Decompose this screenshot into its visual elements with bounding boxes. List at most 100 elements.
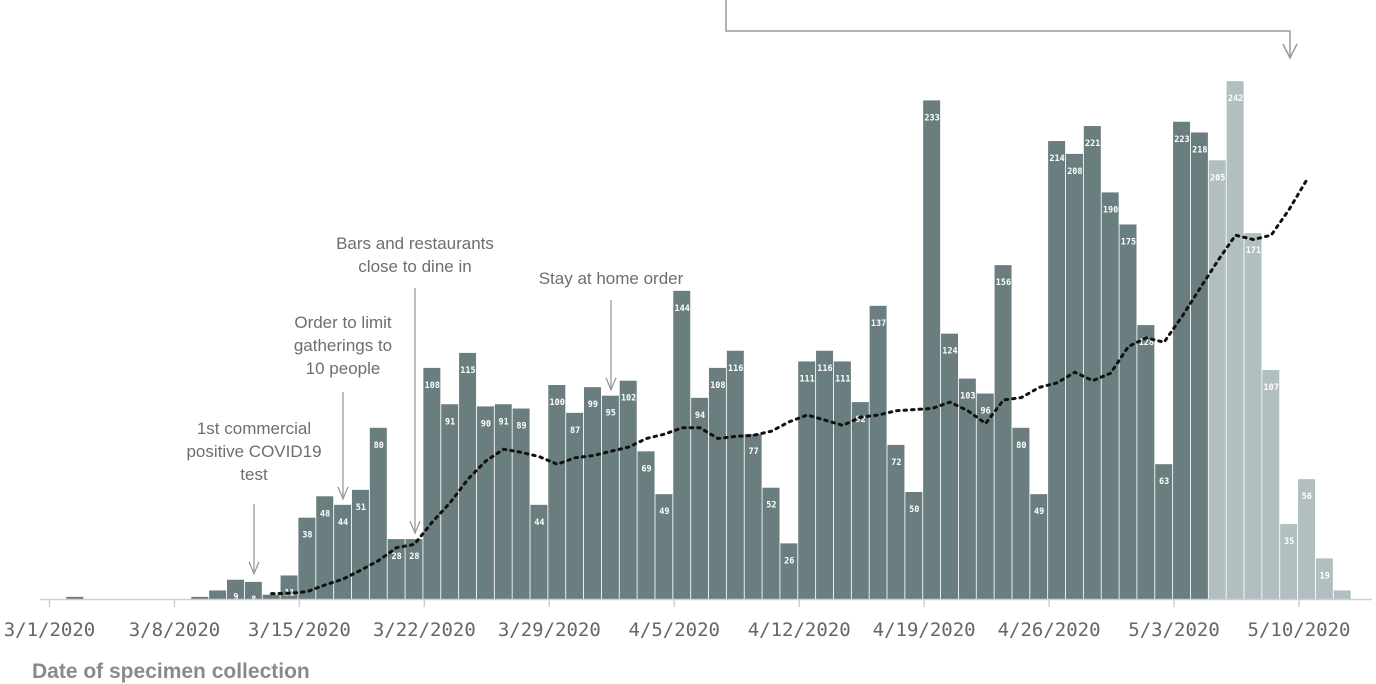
bar-label-36: 94 (695, 411, 705, 421)
bar-label-49: 233 (924, 113, 939, 123)
bar-16 (334, 504, 352, 599)
bar-31 (601, 395, 619, 599)
bar-label-16: 44 (338, 518, 348, 528)
x-tick-label-5: 4/5/2020 (628, 619, 720, 641)
annotation-1-line-0: Order to limit (294, 313, 392, 332)
bar-39 (744, 434, 762, 599)
bar-32 (619, 380, 637, 599)
bar-label-32: 102 (621, 394, 636, 404)
bar-47 (887, 444, 905, 599)
bar-72 (1333, 590, 1351, 599)
annotation-3-arrow-head (605, 377, 617, 392)
bar-label-64: 218 (1192, 145, 1207, 155)
bar-43 (816, 350, 834, 599)
bar-label-52: 96 (981, 407, 991, 417)
annotation-1-arrow-head (337, 486, 349, 501)
bar-label-24: 90 (481, 419, 491, 429)
bar-41 (780, 543, 798, 599)
bar-label-65: 205 (1210, 173, 1225, 183)
bar-28 (548, 385, 566, 599)
x-tick-label-3: 3/22/2020 (373, 619, 476, 641)
bar-30 (584, 387, 601, 599)
bar-21 (423, 367, 441, 599)
annotation-0-line-2: test (240, 465, 268, 484)
annotation-2-line-0: Bars and restaurants (336, 234, 494, 253)
bar-66 (1226, 81, 1244, 600)
bar-62 (1155, 464, 1173, 599)
annotation-3-line-0: Stay at home order (539, 269, 684, 288)
bar-label-26: 89 (516, 422, 526, 432)
bar-63 (1173, 121, 1191, 599)
bar-27 (530, 504, 548, 599)
bar-label-38: 116 (728, 364, 743, 374)
bar-59 (1101, 192, 1119, 599)
bar-15 (316, 496, 334, 599)
bar-68 (1262, 370, 1280, 599)
bar-18 (369, 427, 387, 599)
bar-labels-layer: 9811384844518028281089111590918944100879… (233, 94, 1330, 605)
bar-label-19: 28 (391, 552, 401, 562)
bar-label-31: 95 (606, 409, 616, 419)
bar-label-63: 223 (1174, 135, 1189, 145)
bar-48 (905, 492, 923, 599)
bar-label-51: 103 (960, 392, 975, 402)
bar-label-30: 99 (588, 400, 598, 410)
x-tick-label-6: 4/12/2020 (748, 619, 851, 641)
bar-label-20: 28 (409, 552, 419, 562)
bar-64 (1190, 132, 1208, 600)
bar-57 (1065, 153, 1083, 599)
bar-12 (262, 594, 280, 599)
bar-53 (994, 265, 1012, 599)
bar-label-40: 52 (766, 501, 776, 511)
bar-label-29: 87 (570, 426, 580, 436)
bar-label-47: 72 (891, 458, 901, 468)
bar-label-25: 91 (499, 417, 509, 427)
bar-40 (762, 487, 780, 599)
bar-49 (923, 100, 941, 599)
bar-label-15: 48 (320, 509, 330, 519)
bar-label-60: 175 (1121, 238, 1136, 248)
bar-label-22: 91 (445, 417, 455, 427)
bar-8 (191, 596, 209, 599)
annotation-0-line-0: 1st commercial (197, 419, 311, 438)
bar-label-17: 51 (356, 503, 366, 513)
bar-38 (726, 350, 744, 599)
bar-51 (958, 378, 976, 599)
bar-65 (1208, 160, 1226, 600)
x-tick-label-0: 3/1/2020 (4, 619, 96, 641)
annotation-1-line-1: gatherings to (294, 336, 392, 355)
x-tick-label-9: 5/3/2020 (1128, 619, 1220, 641)
bar-37 (708, 367, 726, 599)
bar-50 (941, 333, 958, 599)
bar-label-43: 116 (817, 364, 832, 374)
bar-label-39: 77 (748, 447, 758, 457)
bar-20 (405, 539, 423, 599)
annotation-0-arrow-head (248, 561, 260, 576)
bar-label-33: 69 (641, 464, 651, 474)
bar-label-46: 137 (871, 319, 886, 329)
annotation-1-line-2: 10 people (306, 359, 381, 378)
bar-label-34: 49 (659, 507, 669, 517)
bar-11 (244, 581, 262, 599)
bar-9 (209, 590, 227, 599)
annotation-0-line-1: positive COVID19 (186, 442, 321, 461)
bar-14 (298, 517, 316, 599)
bar-10 (227, 579, 244, 599)
bar-67 (1244, 233, 1262, 599)
bar-label-70: 56 (1302, 492, 1312, 502)
bar-label-41: 26 (784, 556, 794, 566)
x-tick-label-10: 5/10/2020 (1248, 619, 1351, 641)
bar-label-69: 35 (1284, 537, 1294, 547)
bar-label-58: 221 (1085, 139, 1100, 149)
bar-70 (1298, 479, 1315, 599)
bar-label-54: 80 (1016, 441, 1026, 451)
bar-label-44: 111 (835, 374, 850, 384)
bar-60 (1119, 224, 1137, 599)
bar-34 (655, 494, 673, 599)
bar-69 (1280, 524, 1298, 599)
annotation-2-line-1: close to dine in (358, 257, 471, 276)
bar-44 (833, 361, 851, 599)
bar-58 (1083, 126, 1101, 599)
bar-36 (691, 397, 709, 599)
